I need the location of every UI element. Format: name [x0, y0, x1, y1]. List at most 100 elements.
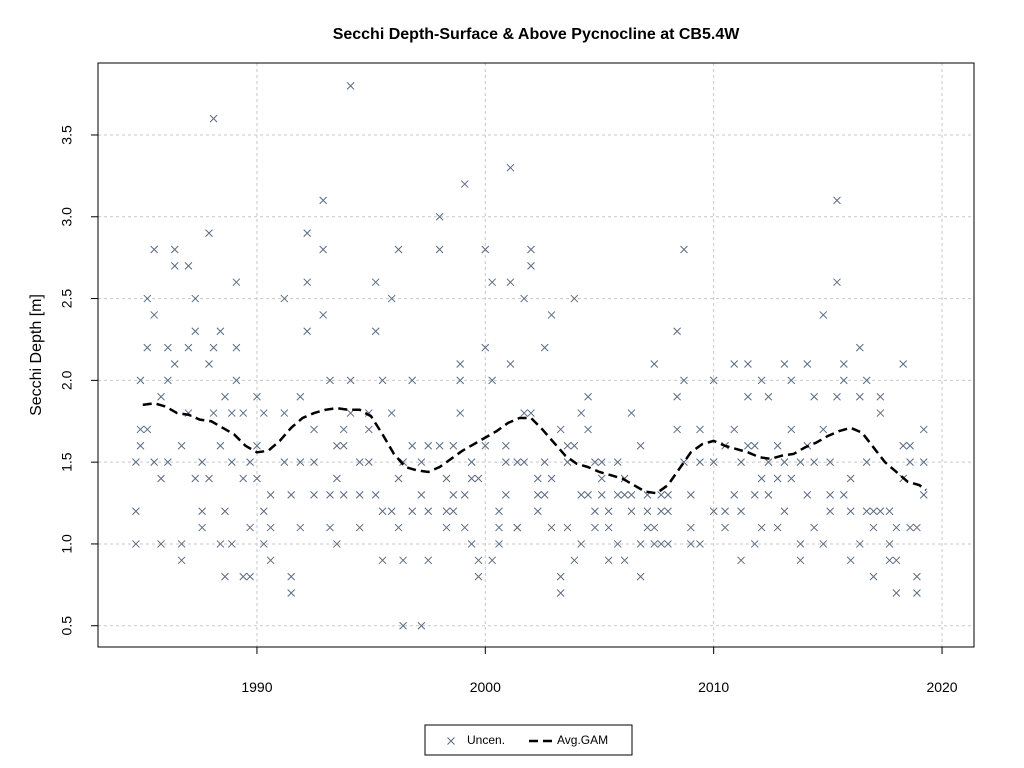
data-point: [757, 376, 766, 385]
data-point: [506, 360, 515, 368]
data-point: [339, 441, 348, 450]
data-point: [371, 327, 380, 336]
data-point: [533, 491, 542, 499]
data-point: [709, 458, 718, 467]
data-point: [556, 425, 565, 434]
data-point: [205, 474, 213, 483]
x-tick-label: 2000: [470, 679, 501, 695]
data-point: [547, 311, 556, 319]
data-point: [833, 196, 841, 205]
data-point: [303, 327, 312, 336]
data-point: [424, 507, 433, 516]
data-point: [164, 343, 172, 352]
data-point: [680, 245, 688, 254]
data-point: [787, 425, 796, 434]
data-point: [862, 376, 871, 385]
data-point: [371, 278, 380, 287]
data-point: [266, 523, 275, 532]
data-point: [819, 311, 828, 319]
data-point: [657, 507, 665, 516]
trend-line: [142, 401, 927, 495]
data-point: [744, 392, 752, 401]
data-point: [216, 327, 225, 336]
data-point: [394, 474, 403, 483]
data-point: [474, 556, 483, 565]
data-point: [709, 376, 718, 385]
data-point: [456, 360, 465, 368]
data-point: [643, 523, 652, 532]
data-point: [319, 196, 328, 205]
data-point: [333, 474, 341, 483]
data-point: [417, 621, 426, 630]
data-point: [216, 540, 225, 548]
data-point: [488, 376, 497, 385]
data-point: [209, 343, 218, 352]
data-point: [387, 409, 396, 417]
data-point: [132, 458, 140, 467]
data-point: [591, 458, 599, 467]
data-point: [495, 540, 503, 548]
data-point: [540, 491, 549, 499]
data-point: [460, 523, 469, 532]
data-point: [424, 556, 433, 565]
data-point: [862, 458, 871, 467]
data-point: [737, 556, 745, 565]
data-point: [481, 441, 490, 450]
data-point: [280, 458, 289, 467]
data-point: [467, 540, 476, 548]
data-point: [533, 507, 542, 516]
plot-frame: [97, 62, 975, 648]
data-point: [266, 556, 275, 565]
data-point: [597, 458, 606, 467]
data-point: [627, 409, 636, 417]
data-point: [184, 343, 193, 352]
data-point: [296, 458, 305, 467]
data-point: [913, 572, 921, 581]
data-point: [346, 376, 355, 385]
data-point: [803, 491, 812, 499]
data-point: [627, 491, 636, 499]
data-point: [355, 523, 364, 532]
data-point: [221, 507, 229, 516]
data-point: [773, 523, 782, 532]
data-point: [657, 491, 665, 499]
data-point: [495, 507, 503, 516]
data-point: [787, 376, 796, 385]
data-point: [227, 409, 236, 417]
data-point: [780, 458, 789, 467]
data-point: [773, 441, 782, 450]
data-point: [876, 409, 885, 417]
data-point: [636, 441, 645, 450]
data-point: [556, 572, 565, 581]
data-point: [216, 441, 225, 450]
data-point: [819, 425, 828, 434]
data-point: [520, 458, 528, 467]
data-point: [177, 556, 186, 565]
data-point: [604, 523, 613, 532]
data-point: [527, 261, 535, 270]
data-point: [502, 491, 510, 499]
data-point: [636, 540, 645, 548]
data-point: [136, 376, 145, 385]
data-point: [613, 491, 622, 499]
data-point: [584, 392, 592, 401]
data-point: [826, 491, 834, 499]
data-point: [442, 523, 451, 532]
data-point: [449, 491, 458, 499]
data-point: [563, 441, 572, 450]
data-point: [764, 458, 773, 467]
data-point: [721, 507, 729, 516]
data-point: [636, 572, 645, 581]
data-point: [520, 409, 528, 417]
data-point: [673, 392, 681, 401]
data-point: [876, 392, 885, 401]
data-point: [597, 491, 606, 499]
data-point: [730, 425, 739, 434]
data-point: [296, 392, 305, 401]
data-point: [191, 294, 200, 303]
data-point: [364, 458, 373, 467]
data-point: [209, 114, 218, 123]
data-point: [170, 360, 179, 368]
data-point: [474, 572, 483, 581]
